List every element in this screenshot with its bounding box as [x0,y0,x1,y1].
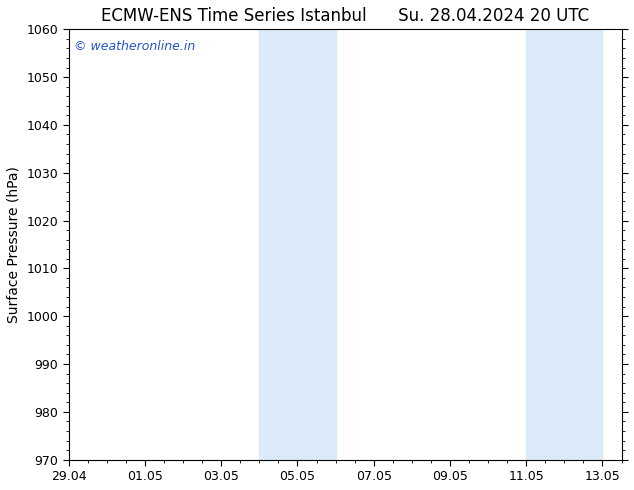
Bar [526,29,602,460]
Bar [259,29,335,460]
Title: ECMW-ENS Time Series Istanbul      Su. 28.04.2024 20 UTC: ECMW-ENS Time Series Istanbul Su. 28.04.… [101,7,589,25]
Text: © weatheronline.in: © weatheronline.in [74,40,195,53]
Y-axis label: Surface Pressure (hPa): Surface Pressure (hPa) [7,166,21,323]
